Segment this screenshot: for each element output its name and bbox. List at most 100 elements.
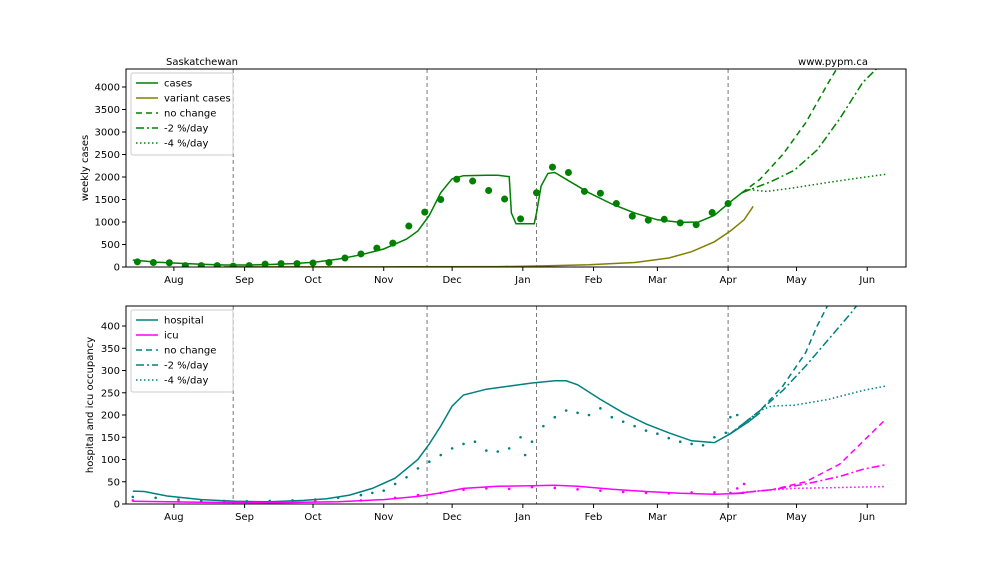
data-point: [453, 175, 461, 183]
x-tick-label: Jun: [858, 275, 875, 286]
data-point: [644, 429, 648, 432]
data-point: [621, 490, 625, 494]
data-point: [462, 488, 465, 492]
data-point: [245, 500, 249, 503]
legend-entry: -2 %/day: [164, 124, 208, 135]
legend-entry: variant cases: [164, 94, 231, 105]
data-point: [149, 259, 157, 266]
y-tick-label: 3000: [95, 128, 120, 139]
data-point: [690, 442, 693, 446]
plot-area: [131, 306, 887, 504]
y-tick-label: 100: [101, 455, 120, 466]
data-point: [533, 189, 541, 197]
series-line-cases: [132, 171, 749, 266]
legend-box: [130, 72, 234, 156]
data-point: [197, 262, 205, 267]
data-point: [268, 500, 271, 504]
legend: hospital icu no change -2 %/day -4 %/day: [130, 309, 234, 393]
data-point: [222, 500, 226, 504]
data-point: [553, 486, 557, 490]
data-point: [517, 215, 525, 223]
series-line-icu-2-day: [730, 464, 886, 495]
data-point: [313, 498, 317, 501]
data-point: [523, 453, 527, 457]
data-point: [729, 415, 732, 419]
series-line-variant-cases: [224, 205, 754, 267]
data-point: [542, 424, 545, 428]
data-point: [507, 487, 511, 491]
y-tick-label: 1500: [95, 195, 120, 206]
series-line-hospital: [132, 380, 761, 503]
x-tick-label: Apr: [719, 275, 737, 286]
data-point: [405, 222, 413, 230]
y-tick-label: 4000: [95, 83, 120, 94]
data-point: [437, 196, 445, 203]
axes-frame: [125, 305, 907, 505]
x-tick-label: Dec: [442, 275, 461, 286]
data-point: [439, 453, 443, 457]
legend-box: [130, 309, 234, 393]
data-point: [644, 216, 652, 224]
x-tick-label: Aug: [164, 512, 184, 523]
y-tick-label: 0: [114, 263, 120, 274]
data-point: [610, 415, 614, 419]
data-point: [428, 460, 431, 464]
data-point: [336, 496, 340, 500]
data-point: [692, 221, 700, 229]
data-point: [359, 493, 363, 497]
data-point: [485, 449, 488, 452]
data-point: [724, 200, 732, 208]
data-point: [576, 411, 579, 415]
series-line-hospital-4-day: [729, 385, 886, 435]
data-point: [735, 413, 739, 417]
data-point: [293, 260, 301, 267]
data-point: [485, 487, 488, 490]
data-point: [131, 495, 135, 499]
legend-entry: no change: [164, 346, 216, 357]
x-tick-label: Jun: [858, 512, 875, 523]
y-tick-label: 250: [101, 388, 120, 399]
plot-area: [132, 69, 886, 267]
data-point: [313, 500, 317, 503]
data-point: [371, 491, 374, 495]
data-point: [462, 442, 465, 446]
data-point: [229, 262, 237, 267]
data-point: [416, 467, 420, 470]
y-tick-label: 150: [101, 433, 120, 444]
data-point: [553, 415, 557, 419]
data-point: [587, 413, 591, 417]
data-point: [690, 491, 693, 494]
data-point: [580, 187, 588, 195]
data-point: [485, 187, 493, 194]
data-point: [644, 491, 648, 495]
data-point: [678, 440, 682, 444]
data-point: [507, 447, 511, 450]
data-point: [165, 259, 173, 267]
axes-frame: [125, 68, 907, 268]
data-point: [177, 498, 180, 501]
data-point: [133, 258, 141, 266]
series-line-hospital-no-change: [729, 306, 829, 435]
data-point: [421, 208, 429, 216]
x-tick-label: Aug: [164, 275, 184, 286]
x-tick-label: Nov: [374, 512, 394, 523]
y-tick-label: 300: [101, 366, 120, 377]
legend-entry: cases: [164, 79, 192, 90]
legend-entry: -2 %/day: [164, 361, 208, 372]
x-tick-label: Feb: [585, 275, 603, 286]
data-point: [735, 487, 739, 490]
data-point: [393, 496, 397, 500]
data-point: [599, 407, 602, 410]
data-point: [667, 492, 671, 495]
data-point: [742, 482, 746, 486]
x-tick-label: Sep: [235, 275, 254, 286]
data-point: [393, 482, 397, 486]
data-point: [612, 200, 620, 208]
data-point: [496, 450, 500, 453]
data-point: [450, 447, 454, 450]
x-tick-label: Mar: [648, 275, 668, 286]
data-point: [199, 499, 203, 502]
series-line--2-day: [741, 69, 878, 194]
data-point: [359, 499, 363, 502]
data-point: [576, 488, 579, 491]
